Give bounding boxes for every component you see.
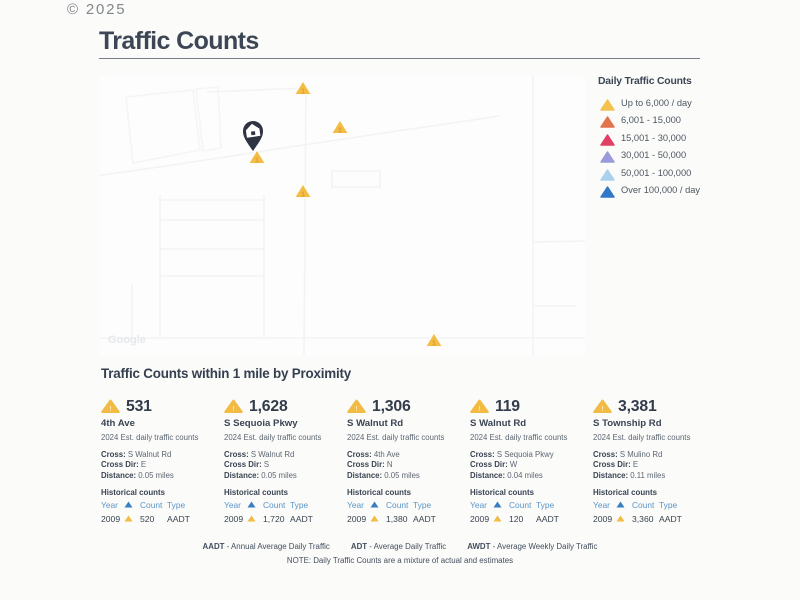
svg-text:!: ! [109,404,111,413]
svg-text:!: ! [478,404,480,413]
svg-text:!: ! [232,404,234,413]
svg-text:!: ! [355,404,357,413]
svg-text:!: ! [601,404,603,413]
svg-text:Google: Google [108,334,146,346]
